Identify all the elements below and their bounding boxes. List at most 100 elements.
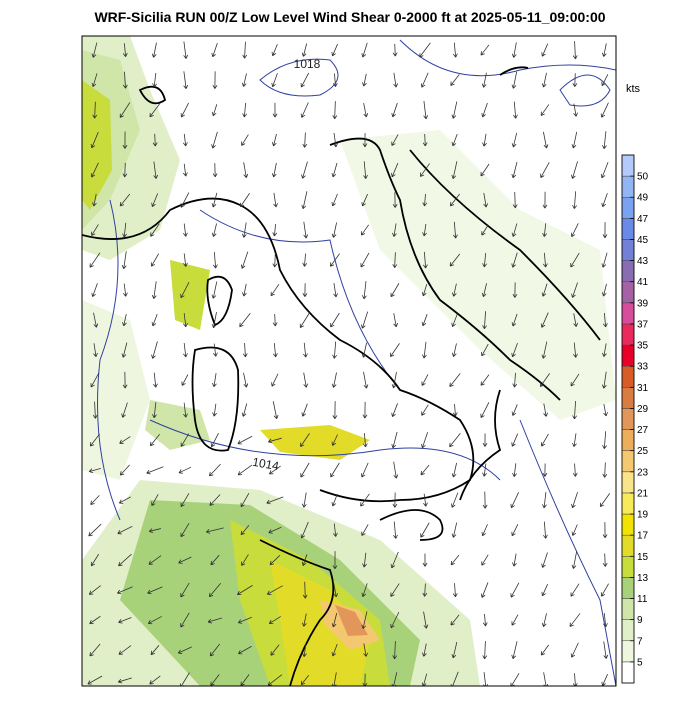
wind-arrow: [207, 617, 223, 624]
wind-arrow: [147, 586, 163, 595]
wind-arrow: [421, 283, 428, 297]
wind-arrow: [570, 642, 579, 658]
wind-arrow: [541, 43, 549, 57]
wind-arrow: [421, 643, 427, 657]
wind-arrow: [363, 161, 368, 179]
colorbar-tick-label: 11: [637, 594, 648, 605]
wind-arrow: [361, 311, 369, 329]
wind-arrow: [572, 673, 578, 686]
wind-arrow: [329, 253, 340, 267]
wind-arrow: [361, 342, 367, 358]
wind-arrow: [421, 404, 429, 416]
wind-arrow: [332, 523, 338, 537]
colorbar-segment: [621, 471, 635, 494]
wind-arrow: [332, 551, 338, 570]
map-shape: [409, 149, 601, 341]
colorbar-tick-label: 17: [637, 531, 649, 542]
wind-arrow: [571, 131, 578, 149]
wind-arrow: [539, 373, 550, 387]
wind-arrow: [210, 674, 220, 686]
wind-arrow: [119, 193, 131, 207]
wind-arrow: [511, 313, 518, 327]
wind-arrow: [243, 372, 249, 388]
colorbar-segment: [621, 218, 635, 240]
wind-arrow: [540, 104, 550, 116]
wind-arrow: [268, 616, 281, 624]
wind-arrow: [422, 553, 428, 567]
wind-arrow: [601, 43, 607, 57]
wind-arrow: [272, 102, 278, 118]
wind-arrow: [180, 192, 190, 208]
isobars: [97, 39, 616, 686]
wind-arrow: [119, 464, 130, 476]
wind-arrow: [543, 521, 548, 539]
wind-arrow: [149, 102, 161, 118]
wind-arrow: [511, 252, 518, 268]
wind-arrow: [393, 72, 399, 88]
wind-arrow: [121, 251, 127, 269]
wind-arrow: [481, 554, 489, 566]
wind-arrow: [451, 343, 457, 357]
wind-arrow: [603, 641, 609, 659]
wind-arrow: [570, 373, 580, 387]
wind-arrow: [421, 431, 429, 449]
wind-arrow: [600, 583, 609, 597]
wind-arrow: [449, 253, 461, 267]
wind-arrow: [90, 553, 100, 567]
map-shape: [259, 58, 339, 97]
wind-arrow: [240, 193, 250, 208]
wind-arrow: [570, 223, 579, 238]
wind-arrow: [541, 583, 548, 597]
wind-arrow: [88, 468, 101, 474]
wind-arrow: [241, 222, 247, 238]
wind-arrow: [240, 251, 249, 269]
wind-arrow: [602, 431, 607, 449]
wind-arrow: [541, 552, 548, 568]
map-shape: [329, 137, 561, 501]
wind-arrow: [360, 493, 370, 507]
wind-arrow: [362, 401, 368, 419]
wind-arrow: [391, 102, 398, 118]
wind-arrow: [331, 372, 337, 388]
colorbar-tick-label: 33: [637, 362, 649, 373]
wind-arrow: [541, 613, 547, 627]
wind-arrow: [331, 643, 338, 657]
wind-arrow: [420, 72, 429, 88]
map-shape: [206, 275, 233, 327]
isobar-label: 1018: [294, 57, 321, 71]
wind-arrow: [363, 102, 369, 118]
wind-arrow: [122, 222, 127, 238]
colorbar-segment: [621, 196, 635, 219]
wind-arrow: [151, 42, 157, 58]
wind-arrow: [423, 493, 428, 507]
wind-arrow: [302, 253, 308, 267]
wind-arrow: [390, 611, 400, 629]
wind-arrow: [392, 252, 398, 268]
wind-arrow: [180, 493, 190, 508]
wind-arrow: [481, 72, 487, 88]
wind-arrow: [88, 585, 101, 595]
wind-arrow: [91, 283, 98, 298]
wind-arrow: [301, 613, 307, 627]
wind-arrow: [241, 134, 249, 146]
wind-arrow: [151, 313, 158, 327]
wind-arrow: [242, 102, 248, 118]
wind-arrow: [601, 674, 608, 686]
wind-arrow: [89, 643, 101, 657]
colorbar-tick-label: 25: [637, 446, 649, 457]
wind-arrow: [511, 614, 519, 626]
wind-arrow: [149, 675, 161, 685]
wind-arrow: [480, 163, 490, 177]
wind-arrow: [213, 343, 218, 357]
wind-arrow: [121, 402, 128, 418]
wind-arrow: [90, 372, 100, 388]
wind-arrow: [569, 613, 581, 627]
colorbar-segment: [621, 365, 635, 388]
wind-arrow: [182, 133, 188, 147]
wind-arrow: [511, 162, 518, 179]
wind-arrow: [451, 492, 459, 508]
colorbar-segment: [621, 344, 635, 367]
wind-arrow: [392, 192, 398, 208]
map-area: 1018 1014: [81, 35, 617, 687]
wind-arrow: [362, 433, 368, 448]
